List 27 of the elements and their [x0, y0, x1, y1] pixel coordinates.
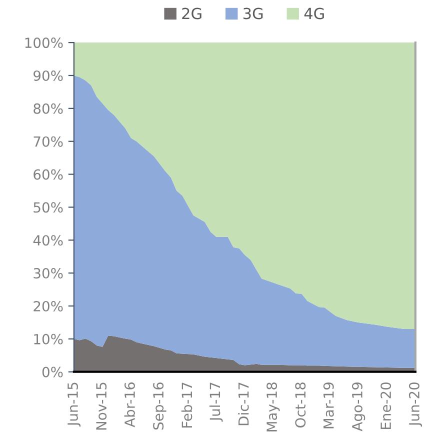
y-tick-label: 10%	[34, 334, 63, 344]
y-tick-label: 70%	[34, 136, 63, 147]
y-tick-label: 40%	[33, 235, 63, 246]
x-tick-label: Abr-16	[124, 382, 135, 428]
y-tick-label: 50%	[34, 202, 63, 213]
y-tick-label: 80%	[34, 103, 63, 114]
legend-label: 2G	[182, 8, 202, 20]
y-tick-label: 30%	[34, 268, 63, 279]
x-tick-label: Oct-18	[295, 382, 306, 428]
legend-label: 3G	[243, 8, 263, 20]
y-tick-label: 60%	[34, 169, 63, 180]
legend-label: 4G	[304, 8, 324, 20]
y-tick-label: 90%	[34, 70, 63, 81]
x-tick-label: Dic-17	[238, 382, 249, 426]
x-tick-label: Jul-17	[209, 382, 223, 422]
x-tick-label: May-18	[266, 382, 280, 432]
x-tick-label: Ago-19	[352, 382, 366, 432]
x-tick-label: Jun-20	[408, 382, 422, 427]
x-tick-label: Sep-16	[153, 382, 166, 430]
y-tick-label: 0%	[42, 366, 63, 378]
x-tick-label: Ene-20	[380, 382, 392, 430]
y-tick-label: 100%	[25, 38, 63, 48]
x-tick-label: Mar-19	[323, 382, 334, 428]
x-tick-label: Jun-15	[68, 382, 81, 427]
y-tick-label: 20%	[34, 300, 63, 312]
x-tick-label: Feb-17	[181, 382, 192, 428]
x-tick-label: Nov-15	[96, 382, 107, 430]
